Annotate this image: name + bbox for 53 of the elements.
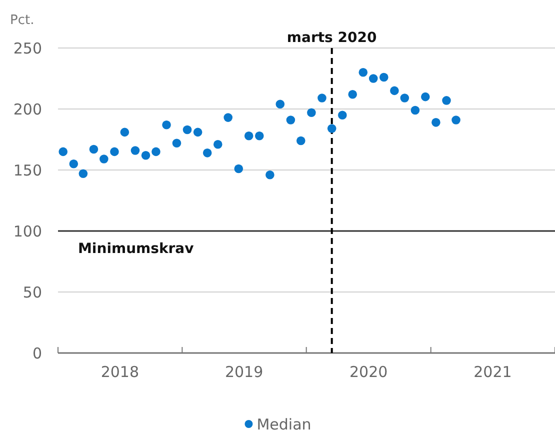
- point: [379, 72, 388, 82]
- ref-line-label: Minimumskrav: [78, 241, 194, 257]
- point: [442, 96, 451, 105]
- point: [410, 106, 420, 115]
- point: [390, 86, 399, 96]
- point: [307, 108, 316, 118]
- point: [318, 94, 326, 102]
- point: [182, 125, 192, 134]
- x-tick-label: 2021: [474, 363, 512, 381]
- point: [224, 113, 232, 122]
- y-axis-title: Pct.: [10, 13, 34, 28]
- y-tick-label: 50: [22, 283, 42, 302]
- point: [420, 92, 430, 102]
- point: [358, 68, 368, 77]
- point: [193, 128, 202, 137]
- point: [338, 110, 347, 120]
- x-tick-label: 2018: [100, 363, 140, 381]
- x-tick-label: 2020: [349, 363, 388, 381]
- point: [172, 138, 182, 148]
- point: [100, 154, 108, 164]
- point: [327, 124, 336, 133]
- y-tick-label: 200: [13, 100, 42, 118]
- y-tick-label: 250: [13, 39, 42, 58]
- point: [296, 136, 306, 146]
- point: [58, 147, 68, 156]
- legend-label: Median: [256, 415, 312, 432]
- y-tick-label: 0: [32, 344, 42, 362]
- point: [368, 74, 378, 83]
- y-tick-label: 100: [13, 222, 42, 240]
- point: [452, 116, 460, 124]
- point: [152, 147, 160, 156]
- point: [266, 170, 274, 180]
- point: [78, 169, 88, 178]
- point: [213, 140, 222, 149]
- y-tick-label: 150: [13, 161, 42, 180]
- point: [110, 147, 119, 156]
- point: [432, 118, 440, 127]
- point: [130, 146, 140, 155]
- point: [348, 90, 357, 99]
- point: [162, 120, 171, 130]
- point: [286, 116, 296, 124]
- point: [276, 100, 285, 109]
- point: [141, 150, 150, 160]
- point: [254, 131, 264, 140]
- ref-line-label: marts 2020: [286, 30, 377, 46]
- point: [120, 128, 130, 137]
- point: [400, 94, 410, 102]
- point: [69, 160, 78, 168]
- x-tick-label: 2019: [224, 363, 264, 381]
- point: [202, 148, 212, 158]
- point: [89, 144, 98, 154]
- point: [244, 131, 254, 140]
- point: [234, 164, 244, 174]
